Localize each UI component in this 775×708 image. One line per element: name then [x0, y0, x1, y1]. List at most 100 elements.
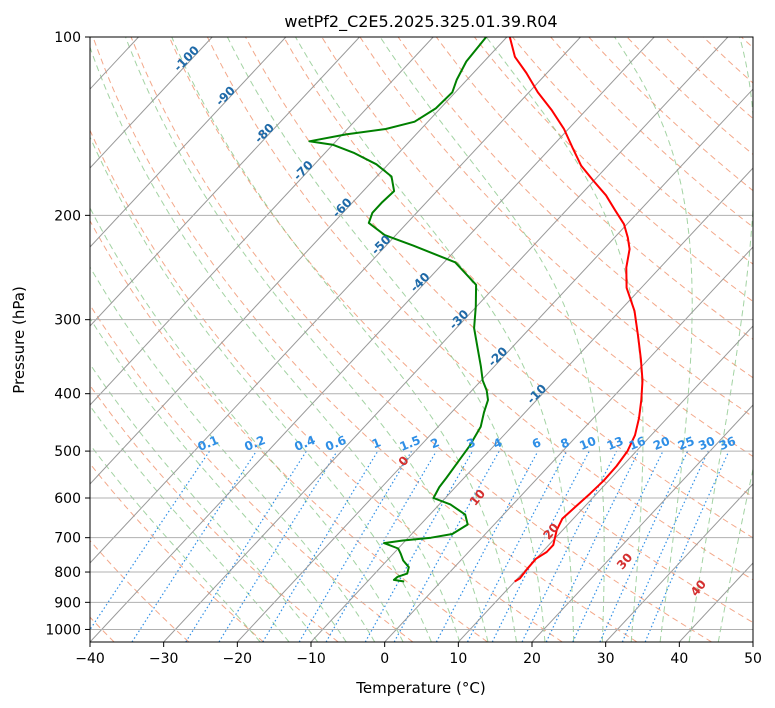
moist-adiabat-line [717, 466, 753, 642]
mixing-ratio-line [364, 450, 474, 642]
moist-adiabat-line [90, 206, 404, 642]
y-tick-label: 1000 [45, 622, 81, 638]
isotherm-line [90, 37, 287, 248]
isotherm-line [384, 246, 753, 642]
isotherm-line [605, 483, 753, 642]
chart-title: wetPf2_C2E5.2025.325.01.39.R04 [284, 12, 557, 32]
moist-adiabat-line [226, 37, 546, 642]
isotherm-label: -90 [213, 83, 238, 108]
moist-adiabat-line [379, 37, 605, 642]
isotherm-line [678, 562, 753, 642]
isotherm-line [90, 37, 360, 327]
x-tick-label: 50 [744, 651, 762, 667]
isotherm-label: -100 [171, 43, 202, 74]
dry-adiabat-line [245, 37, 753, 539]
temperature-profile-line [508, 37, 644, 583]
mixing-ratio-line [644, 450, 730, 642]
mixing-ratio-line [298, 450, 413, 642]
dry-adiabat-line [397, 37, 753, 379]
y-axis-title: Pressure (hPa) [10, 286, 28, 394]
dry-adiabat-line [321, 37, 753, 458]
dry-adiabat-line [90, 539, 190, 642]
mixing-ratio-line [185, 450, 307, 642]
dry-adiabat-line [90, 304, 414, 642]
mixing-ratio-label: 10 [577, 434, 598, 453]
moist-adiabat-line [90, 443, 261, 642]
dry-adiabat-line [90, 462, 264, 642]
moist-adiabat-line [295, 37, 575, 642]
x-tick-label: 10 [449, 651, 467, 667]
isotherm-line [236, 88, 753, 642]
mixing-ratio-line [572, 450, 664, 642]
dry-adiabat-line [588, 37, 753, 192]
mixing-ratio-label: 6 [530, 435, 543, 451]
dry-adiabat-line [741, 37, 753, 49]
dry-adiabat-line [664, 37, 753, 120]
mixing-ratio-label: 1 [370, 435, 383, 451]
isotherm-label: -70 [291, 158, 316, 183]
dewpoint-profile-line [308, 37, 489, 583]
dry-adiabat-line [168, 37, 753, 624]
x-tick-label: −10 [296, 651, 326, 667]
x-tick-label: 20 [523, 651, 541, 667]
isotherm-label: -40 [407, 270, 432, 295]
moist-adiabat-label: 40 [688, 577, 709, 599]
mixing-ratio-label: 4 [491, 435, 504, 451]
moist-adiabat-line [125, 37, 489, 642]
moist-adiabat-label: 10 [467, 487, 488, 509]
moist-adiabat-line [171, 37, 517, 642]
isotherm-line [90, 37, 581, 564]
y-tick-label: 400 [54, 387, 81, 403]
mixing-ratio-line [393, 450, 500, 642]
mixing-ratio-line [545, 450, 640, 642]
x-tick-label: 30 [597, 651, 615, 667]
moist-adiabat-line [90, 266, 376, 642]
dry-adiabat-line [90, 384, 339, 642]
moist-adiabat-line [90, 45, 461, 642]
isotherm-line [531, 404, 753, 642]
profile-lines [308, 37, 644, 583]
plot-frame [89, 36, 754, 643]
mixing-ratio-line [262, 450, 379, 642]
mixing-ratio-line [599, 450, 689, 642]
isotherm-line [457, 325, 753, 642]
dry-adiabat-line [626, 37, 753, 156]
dry-adiabat-line [702, 37, 753, 84]
x-tick-label: −30 [149, 651, 179, 667]
dry-adiabat-line [435, 37, 753, 340]
mixing-ratio-label: 25 [676, 434, 697, 453]
y-tick-label: 900 [54, 595, 81, 611]
y-tick-label: 600 [54, 491, 81, 507]
dry-adiabat-line [359, 37, 753, 418]
moist-adiabat-label: 30 [614, 550, 635, 572]
moist-adiabat-line [614, 37, 693, 642]
y-tick-label: 700 [54, 531, 81, 547]
isotherm-label: -30 [446, 307, 471, 332]
mixing-ratio-label: 16 [627, 434, 648, 453]
mixing-ratio-line [325, 450, 437, 642]
mixing-ratio-line [491, 450, 590, 642]
moist-adiabat-label: 20 [540, 521, 561, 543]
mixing-ratio-label: 30 [696, 434, 717, 453]
isotherm-label: -20 [485, 344, 510, 369]
x-tick-label: −40 [75, 651, 105, 667]
dry-adiabat-line [130, 37, 712, 642]
dry-adiabat-line [550, 37, 753, 228]
mixing-ratio-label: 13 [605, 434, 626, 453]
moist-adiabat-line [90, 135, 432, 642]
dry-adiabat-line [283, 37, 753, 498]
dry-adiabat-line [92, 37, 638, 642]
y-tick-label: 100 [54, 30, 81, 46]
mixing-ratio-label: 36 [717, 434, 738, 453]
moist-adiabat-line [90, 363, 319, 642]
isotherm-line [90, 37, 434, 406]
y-tick-label: 200 [54, 208, 81, 224]
x-tick-label: 40 [670, 651, 688, 667]
isotherm-label: -60 [330, 195, 355, 220]
axis-ticks: −40 −30 −20 −10 0 10 20 30 40 50 100 200 300 400 500 60… [45, 30, 762, 667]
mixing-ratio-line [435, 450, 539, 642]
isotherm-line [163, 37, 729, 642]
y-tick-label: 300 [54, 313, 81, 329]
isotherm-label: -10 [524, 381, 549, 406]
mixing-ratio-line [621, 450, 709, 642]
